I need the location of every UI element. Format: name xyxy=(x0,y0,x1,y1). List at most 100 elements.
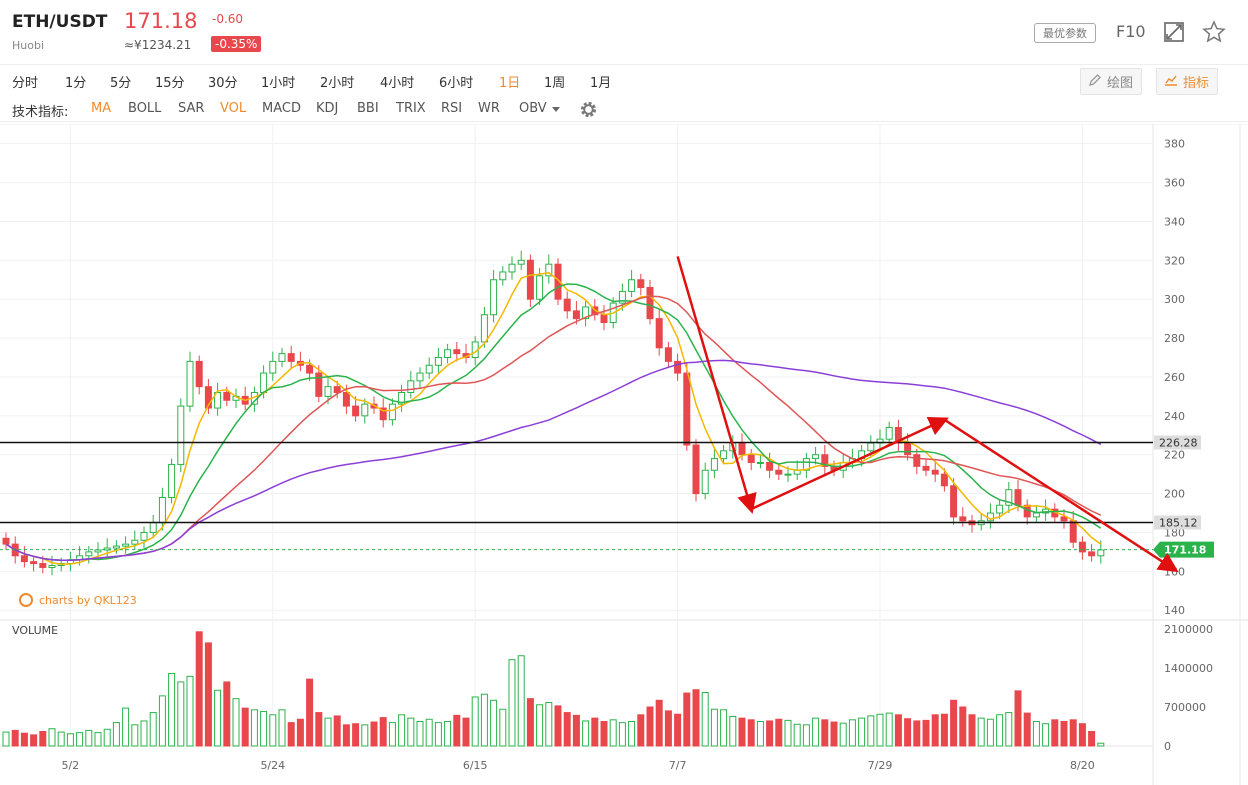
draw-tool-button[interactable]: 绘图 xyxy=(1080,68,1143,95)
candle-body xyxy=(342,391,350,407)
period-5m[interactable]: 5分 xyxy=(110,76,132,91)
period-1h[interactable]: 1小时 xyxy=(261,76,296,91)
candle-body xyxy=(1060,516,1068,522)
y-tick-label: 280 xyxy=(1164,332,1185,345)
candle-body xyxy=(618,290,626,304)
volume-bar xyxy=(112,722,120,747)
volume-bar xyxy=(39,731,47,747)
period-1mo[interactable]: 1月 xyxy=(590,76,612,91)
period-4h[interactable]: 4小时 xyxy=(380,76,415,91)
volume-bar xyxy=(848,719,856,747)
optimal-params-button[interactable]: 最优参数 xyxy=(1034,23,1096,43)
volume-bar xyxy=(683,692,691,747)
candle-body xyxy=(278,353,286,362)
volume-bar xyxy=(453,714,461,747)
volume-bar xyxy=(839,722,847,747)
period-30m[interactable]: 30分 xyxy=(208,76,238,91)
volume-bar xyxy=(490,699,498,747)
candle-body xyxy=(398,391,406,405)
volume-bar xyxy=(885,712,893,747)
ma10-line xyxy=(5,283,1102,561)
y-tick-label: 340 xyxy=(1164,215,1185,228)
period-1d[interactable]: 1日 xyxy=(499,76,521,91)
candle-body xyxy=(563,298,571,312)
volume-bar xyxy=(269,714,277,747)
header: ETH/USDT Huobi 171.18 ≈¥1234.21 -0.60 -0… xyxy=(0,0,1248,65)
level-tag-label: 185.12 xyxy=(1159,517,1198,530)
candle-body xyxy=(48,565,56,568)
line-chart-icon xyxy=(1165,75,1177,86)
volume-bar xyxy=(1069,719,1077,747)
x-tick-label: 7/7 xyxy=(669,759,687,772)
price-change: -0.60 xyxy=(212,12,244,26)
indicator-obv[interactable]: OBV xyxy=(519,101,547,116)
volume-bar xyxy=(756,720,764,747)
caret-down-icon[interactable] xyxy=(551,106,561,114)
candle-body xyxy=(407,380,415,393)
candle-body xyxy=(756,461,764,464)
indicator-tool-button[interactable]: 指标 xyxy=(1156,68,1219,95)
volume-bar xyxy=(76,732,84,747)
volume-bar xyxy=(177,681,185,747)
indicator-sar[interactable]: SAR xyxy=(178,101,205,116)
period-6h[interactable]: 6小时 xyxy=(439,76,474,91)
period-15m[interactable]: 15分 xyxy=(155,76,185,91)
price-chart[interactable]: 5/2 5/24 6/15 7/7 7/29 8/20 140 160 180 200 220 240… xyxy=(0,124,1248,785)
volume-bar xyxy=(940,713,948,747)
volume-bar xyxy=(554,705,562,747)
volume-bar xyxy=(986,718,994,747)
candle-body xyxy=(904,442,912,456)
indicator-ma[interactable]: MA xyxy=(91,101,112,116)
indicator-kdj[interactable]: KDJ xyxy=(316,101,339,116)
period-fenshi[interactable]: 分时 xyxy=(12,76,39,91)
candle-body xyxy=(30,561,38,565)
candle-body xyxy=(315,372,323,397)
star-icon[interactable] xyxy=(1202,20,1226,44)
candle-body xyxy=(885,426,893,440)
volume-bar xyxy=(1088,731,1096,747)
volume-bar xyxy=(775,718,783,747)
indicator-macd[interactable]: MACD xyxy=(262,101,301,116)
trend-arrow xyxy=(943,418,1179,573)
volume-bar xyxy=(572,714,580,747)
indicator-vol[interactable]: VOL xyxy=(220,101,247,116)
gear-icon[interactable] xyxy=(579,100,598,119)
indicator-rsi[interactable]: RSI xyxy=(441,101,463,116)
indicator-boll[interactable]: BOLL xyxy=(128,101,162,116)
period-2h[interactable]: 2小时 xyxy=(320,76,355,91)
symbol[interactable]: ETH/USDT xyxy=(12,12,108,32)
volume-bar xyxy=(260,710,268,747)
f10-button[interactable]: F10 xyxy=(1116,22,1146,41)
volume-bar xyxy=(214,689,222,747)
indicator-trix[interactable]: TRIX xyxy=(396,101,426,116)
volume-tick-label: 2100000 xyxy=(1164,623,1213,636)
volume-bar xyxy=(1078,723,1086,747)
fullscreen-icon[interactable] xyxy=(1163,21,1185,43)
candle-body xyxy=(20,555,28,563)
y-tick-label: 380 xyxy=(1164,138,1185,151)
indicator-wr[interactable]: WR xyxy=(478,101,500,116)
indicator-bbi[interactable]: BBI xyxy=(357,101,379,116)
candle-body xyxy=(480,314,488,343)
candle-body xyxy=(186,360,194,407)
volume-bar xyxy=(674,713,682,747)
candle-body xyxy=(692,444,700,495)
volume-bar xyxy=(140,720,148,747)
candle-body xyxy=(536,275,544,300)
period-1m[interactable]: 1分 xyxy=(65,76,87,91)
volume-bar xyxy=(968,714,976,747)
volume-bar xyxy=(11,729,19,747)
candle-body xyxy=(508,263,516,273)
y-tick-label: 160 xyxy=(1164,565,1185,578)
y-tick-label: 260 xyxy=(1164,371,1185,384)
volume-bar xyxy=(232,698,240,747)
volume-bar xyxy=(462,717,470,747)
volume-bar xyxy=(793,723,801,747)
volume-bar xyxy=(333,715,341,747)
candle-body xyxy=(674,360,682,374)
candle-body xyxy=(112,545,120,549)
indicator-bar: 技术指标: MA BOLL SAR VOL MACD KDJ BBI TRIX … xyxy=(0,99,1248,122)
volume-bar xyxy=(710,708,718,747)
volume-bar xyxy=(20,732,28,747)
period-1w[interactable]: 1周 xyxy=(544,76,566,91)
